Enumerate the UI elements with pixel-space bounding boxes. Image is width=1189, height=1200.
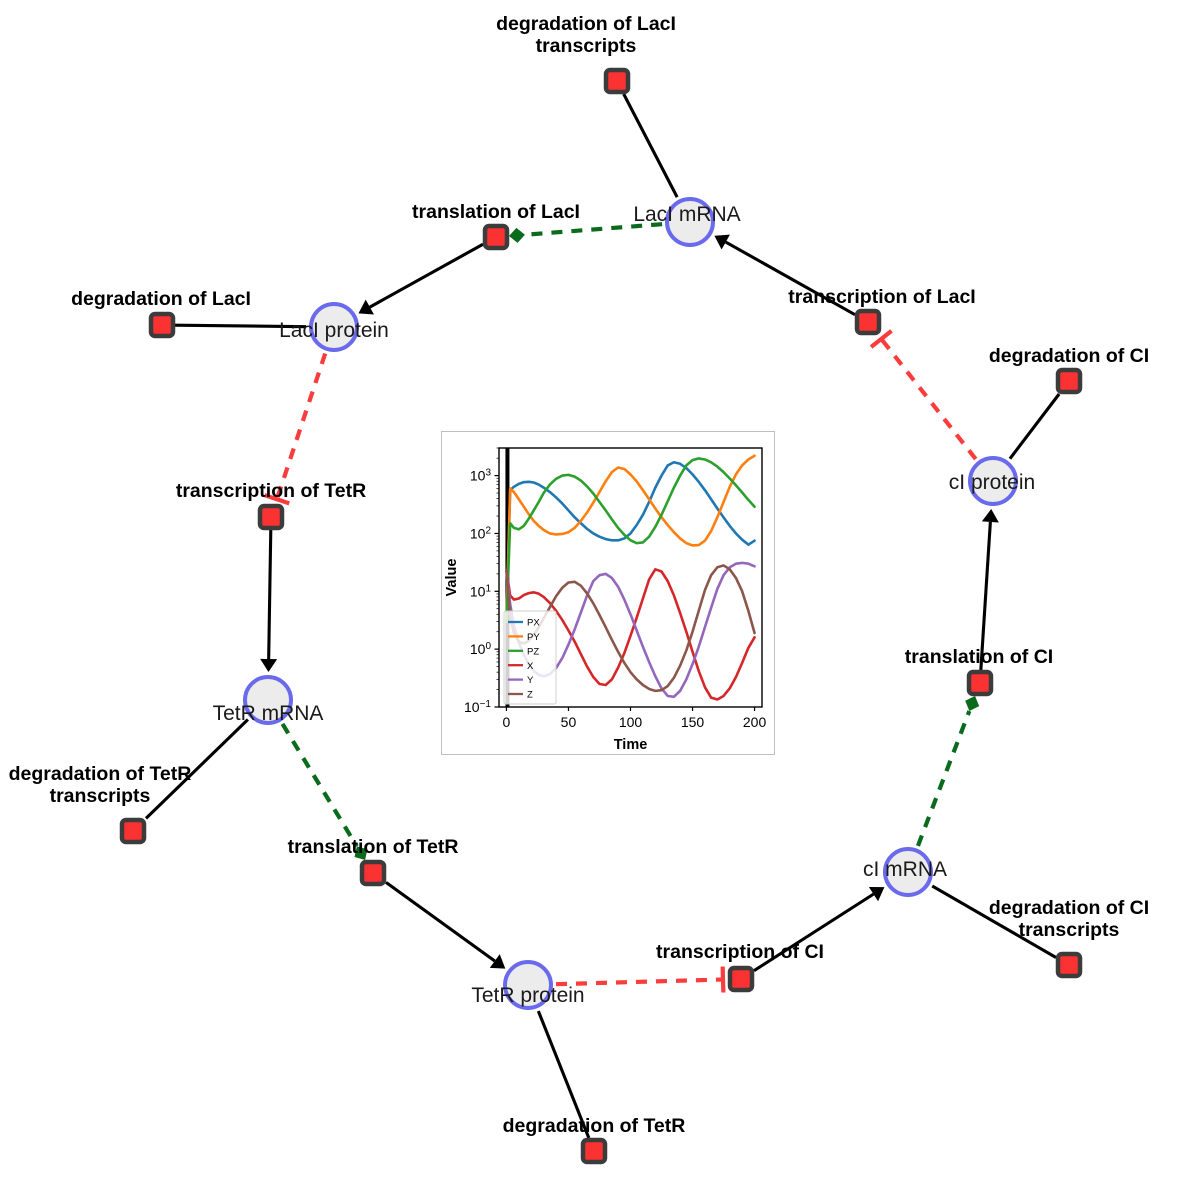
- y-tick-label: 10−1: [464, 699, 491, 716]
- edge-transl_laci-to-laci_protein: [358, 242, 484, 315]
- species-node-tetr_mrna[interactable]: [243, 675, 293, 725]
- chart-legend: PX PY PZ XYZ: [503, 610, 557, 705]
- reaction-node-deg_laci[interactable]: [148, 311, 176, 339]
- reaction-node-deg_tetr_tx[interactable]: [119, 817, 147, 845]
- edge-deg_laci_tx-to-laci_mrna: [622, 93, 679, 198]
- series-PZ: [505, 457, 756, 623]
- series-PX: [505, 460, 756, 623]
- species-label-laci_protein: LacI protein: [279, 319, 389, 342]
- legend-label-Y: Y: [527, 675, 534, 686]
- x-axis-title: Time: [614, 737, 648, 753]
- y-tick-label: 101: [470, 583, 492, 600]
- reaction-node-tx_ci[interactable]: [727, 965, 755, 993]
- x-tick-label: 100: [619, 714, 643, 730]
- edge-deg_ci-to-ci_protein: [1008, 393, 1061, 460]
- series-X: [505, 568, 756, 701]
- legend-label-Z: Z: [527, 690, 533, 701]
- edge-laci_mrna-to-transl_laci: [509, 222, 663, 243]
- species-node-ci_protein[interactable]: [968, 456, 1018, 506]
- legend-label-X: X: [527, 661, 534, 672]
- reaction-node-tx_tetr[interactable]: [257, 503, 285, 531]
- arrowhead: [260, 658, 278, 673]
- reaction-node-transl_ci[interactable]: [966, 669, 994, 697]
- diamond-head: [354, 846, 368, 860]
- legend-label-PX: PX: [527, 618, 540, 629]
- legend-label-PY: PY: [527, 632, 540, 643]
- species-label-tetr_protein: TetR protein: [471, 984, 585, 1007]
- species-label-ci_mrna: cI mRNA: [863, 858, 947, 881]
- edge-ci_protein-to-tx_laci: [869, 329, 978, 461]
- x-tick-label: 0: [503, 714, 511, 730]
- arrowhead: [358, 299, 374, 315]
- reaction-node-tx_laci[interactable]: [854, 308, 882, 336]
- species-label-laci_mrna: LacI mRNA: [633, 203, 741, 226]
- edge-deg_tetr_tx-to-tetr_mrna: [144, 718, 249, 820]
- series-PY: [505, 454, 756, 623]
- y-tick-label: 100: [470, 641, 492, 658]
- arrowhead: [981, 508, 999, 523]
- y-tick-label: 102: [470, 525, 492, 542]
- legend-label-PZ: PZ: [527, 646, 539, 657]
- diamond-head: [509, 227, 525, 243]
- reaction-node-transl_laci[interactable]: [482, 223, 510, 251]
- species-node-tetr_protein[interactable]: [503, 960, 553, 1010]
- edge-deg_tetr-to-tetr_protein: [536, 1010, 591, 1139]
- edge-tx_tetr-to-tetr_mrna: [260, 529, 278, 673]
- edge-laci_protein-to-tx_tetr: [263, 352, 328, 506]
- reaction-node-deg_ci[interactable]: [1055, 367, 1083, 395]
- edge-tetr_protein-to-tx_ci: [555, 966, 726, 993]
- arrowhead: [714, 234, 730, 250]
- edge-transl_tetr-to-tetr_protein: [385, 881, 506, 969]
- inset-timecourse-plot: 0 50 100 150 200 10−1 100 101 102 103 Time Value PX P…: [441, 431, 775, 755]
- reaction-node-transl_tetr[interactable]: [359, 859, 387, 887]
- tee-head: [720, 966, 726, 993]
- diamond-head: [965, 696, 980, 711]
- edge-transl_ci-to-ci_protein: [979, 508, 999, 671]
- y-tick-label: 103: [470, 467, 492, 484]
- reaction-node-deg_laci_tx[interactable]: [603, 67, 631, 95]
- x-tick-label: 150: [681, 714, 705, 730]
- edge-tx_ci-to-ci_mrna: [753, 886, 885, 972]
- x-tick-label: 200: [743, 714, 767, 730]
- arrowhead: [489, 954, 506, 969]
- arrowhead: [868, 886, 885, 902]
- edge-deg_ci_tx-to-ci_mrna: [931, 884, 1057, 959]
- tee-head: [263, 493, 290, 506]
- edge-tetr_mrna-to-transl_tetr: [280, 722, 368, 860]
- reaction-node-deg_ci_tx[interactable]: [1055, 951, 1083, 979]
- species-node-laci_protein[interactable]: [309, 302, 359, 352]
- x-tick-label: 50: [561, 714, 577, 730]
- y-axis-title: Value: [444, 559, 460, 597]
- tee-head: [869, 329, 893, 349]
- timecourse-svg: 0 50 100 150 20010−1100101102103TimeValuePXP…: [444, 447, 767, 753]
- species-node-laci_mrna[interactable]: [665, 197, 715, 247]
- edge-ci_mrna-to-transl_ci: [916, 696, 980, 847]
- species-node-ci_mrna[interactable]: [883, 847, 933, 897]
- species-label-tetr_mrna: TetR mRNA: [212, 702, 324, 725]
- reaction-node-deg_tetr[interactable]: [580, 1137, 608, 1165]
- species-label-ci_protein: cI protein: [948, 471, 1036, 494]
- edge-tx_laci-to-laci_mrna: [714, 234, 856, 317]
- edge-deg_laci-to-laci_protein: [174, 323, 307, 329]
